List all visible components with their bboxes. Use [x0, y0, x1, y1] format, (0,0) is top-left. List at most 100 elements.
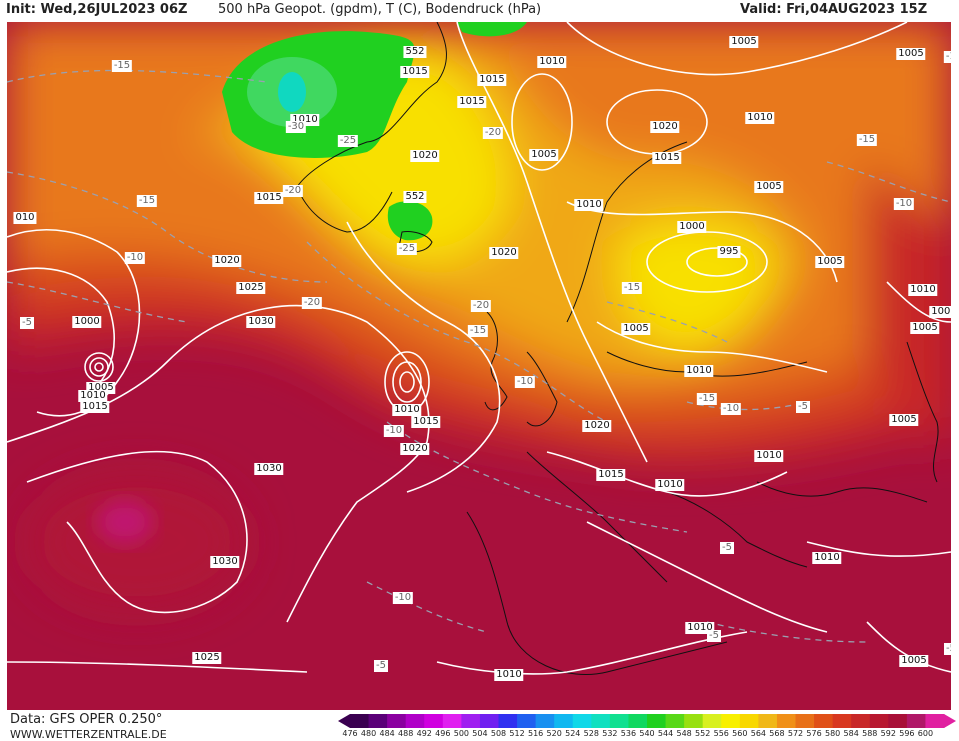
colorbar-segment	[572, 714, 592, 728]
temperature-label: -15	[696, 393, 718, 405]
temperature-label: -15	[467, 325, 489, 337]
pressure-label: 1015	[477, 74, 507, 86]
weather-map-canvas	[7, 22, 951, 710]
pressure-label: 1030	[254, 463, 284, 475]
temperature-label: -25	[396, 243, 418, 255]
colorbar-tick-label: 548	[676, 729, 692, 738]
pressure-label: 1005	[929, 306, 951, 318]
pressure-label: 1010	[78, 390, 108, 402]
pressure-label: 1010	[812, 552, 842, 564]
temperature-label: -15	[621, 282, 643, 294]
colorbar-tick-label: 508	[490, 729, 507, 738]
pressure-label: 1000	[72, 316, 102, 328]
colorbar-tick-label: 564	[750, 729, 767, 738]
colorbar-tick-label: 556	[713, 729, 729, 738]
colorbar-ticks: 476 480 484 488 492 496 500 504 508 512 516 520 524 5…	[342, 729, 952, 741]
colorbar-tick-label: 576	[806, 729, 822, 738]
pressure-label: 1010	[494, 669, 524, 681]
colorbar-segment	[888, 714, 908, 728]
colorbar-tick-label: 560	[732, 729, 748, 738]
colorbar-tick-label: 596	[899, 729, 915, 738]
colorbar-segment	[628, 714, 648, 728]
colorbar-segment	[739, 714, 759, 728]
coastlines	[296, 22, 939, 676]
colorbar-segment	[851, 714, 871, 728]
pressure-label: 1005	[910, 322, 940, 334]
temperature-label: -5	[20, 317, 34, 329]
temperature-label: -25	[337, 135, 359, 147]
cold-core-iceland	[387, 201, 433, 241]
colorbar-segment	[906, 714, 926, 728]
colorbar-segment	[591, 714, 611, 728]
temperature-label: -20	[282, 185, 304, 197]
temperature-label: -10	[392, 592, 414, 604]
colorbar-segment	[368, 714, 388, 728]
pressure-label: 1020	[489, 247, 519, 259]
colorbar-segment	[665, 714, 685, 728]
pressure-label: 1020	[582, 420, 612, 432]
pressure-label: 1010	[684, 365, 714, 377]
colorbar-segment	[517, 714, 537, 728]
map-header: Init: Wed,26JUL2023 06Z 500 hPa Geopot. …	[0, 0, 959, 22]
colorbar-tick-label: 588	[862, 729, 878, 738]
colorbar-tick-label: 540	[639, 729, 655, 738]
colorbar-tick-label: 476	[342, 729, 358, 738]
temperature-label: -5	[374, 660, 388, 672]
pressure-label: 1030	[246, 316, 276, 328]
temperature-label: -20	[482, 127, 504, 139]
colorbar-segment	[795, 714, 815, 728]
colorbar-segment	[535, 714, 555, 728]
pressure-label: 1010	[655, 479, 685, 491]
colorbar-segment	[684, 714, 704, 728]
pressure-label: 1015	[400, 66, 430, 78]
data-source-label: Data: GFS OPER 0.250°	[10, 712, 163, 727]
colorbar-tick-label: 544	[657, 729, 674, 738]
temperature-label: -15	[943, 51, 951, 63]
pressure-label: 1010	[754, 450, 784, 462]
temperature-label: -5	[796, 401, 810, 413]
temperature-label: -5	[944, 643, 951, 655]
temperature-label: -10	[893, 198, 915, 210]
colorbar-segment	[702, 714, 722, 728]
temperature-label: -5	[707, 630, 721, 642]
colorbar-segment	[442, 714, 462, 728]
pressure-label: 1015	[411, 416, 441, 428]
temperature-label: -30	[285, 121, 307, 133]
colorbar-segment	[869, 714, 889, 728]
init-time-label: Init: Wed,26JUL2023 06Z	[6, 2, 188, 17]
colorbar-segment	[925, 714, 945, 728]
pressure-label: 995	[717, 246, 741, 258]
pressure-label: 1010	[908, 284, 938, 296]
pressure-label: 1015	[457, 96, 487, 108]
colorbar-tick-label: 504	[472, 729, 488, 738]
pressure-label: 1005	[899, 655, 929, 667]
colorbar-segment	[554, 714, 574, 728]
colorbar-tick-label: 600	[917, 729, 934, 738]
pressure-label: 1015	[80, 401, 110, 413]
colorbar-segment	[387, 714, 407, 728]
pressure-label: 1005	[529, 149, 559, 161]
pressure-label: 1020	[410, 150, 440, 162]
chart-title: 500 hPa Geopot. (gpdm), T (C), Bodendruc…	[218, 2, 542, 17]
cold-core-center	[278, 72, 306, 112]
colorbar-tick-label: 532	[602, 729, 618, 738]
pressure-label: 1015	[652, 152, 682, 164]
colorbar-segment	[721, 714, 741, 728]
colorbar-arrow-right	[944, 714, 956, 728]
weather-map: 552 1015 1015 1010 1005 1005 1015 1010 1020 1010 1…	[7, 22, 951, 710]
pressure-label: 1010	[574, 199, 604, 211]
colorbar-tick-label: 488	[398, 729, 414, 738]
cold-core-field	[97, 500, 153, 544]
colorbar-segment	[461, 714, 481, 728]
temperature-label: -10	[383, 425, 405, 437]
temperature-label: -10	[514, 376, 536, 388]
pressure-label: 1000	[677, 221, 707, 233]
colorbar-tick-label: 552	[695, 729, 711, 738]
pressure-label: 1005	[621, 323, 651, 335]
temperature-label: -10	[124, 252, 146, 264]
colorbar-tick-label: 580	[824, 729, 841, 738]
pressure-label: 1005	[754, 181, 784, 193]
colorbar-tick-label: 584	[843, 729, 859, 738]
temperature-label: -15	[856, 134, 878, 146]
pressure-label: 1030	[210, 556, 240, 568]
